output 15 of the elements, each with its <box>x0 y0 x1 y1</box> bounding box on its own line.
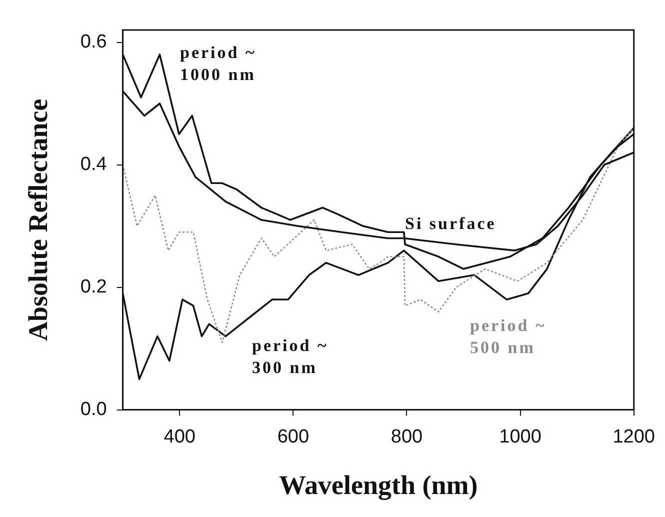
x-tick-label: 1000 <box>499 426 542 448</box>
x-tick-label: 1200 <box>612 426 656 448</box>
series-label: period ~ 1000 nm <box>180 42 256 84</box>
y-tick-label: 0.4 <box>80 154 108 175</box>
y-tick-label: 0.6 <box>80 31 107 52</box>
series-label: Si surface <box>405 214 496 233</box>
series-label: period ~ 300 nm <box>252 336 328 377</box>
x-axis-title: Wavelength (nm) <box>278 470 478 500</box>
y-tick-label: 0.0 <box>80 399 107 420</box>
x-tick-label: 400 <box>164 426 196 448</box>
series-label: period ~ 500 nm <box>470 316 546 357</box>
x-tick-label: 800 <box>390 426 423 448</box>
y-tick-label: 0.2 <box>80 276 107 298</box>
x-tick-label: 600 <box>277 426 310 448</box>
y-axis-title: Absolute Reflectance <box>23 98 54 341</box>
